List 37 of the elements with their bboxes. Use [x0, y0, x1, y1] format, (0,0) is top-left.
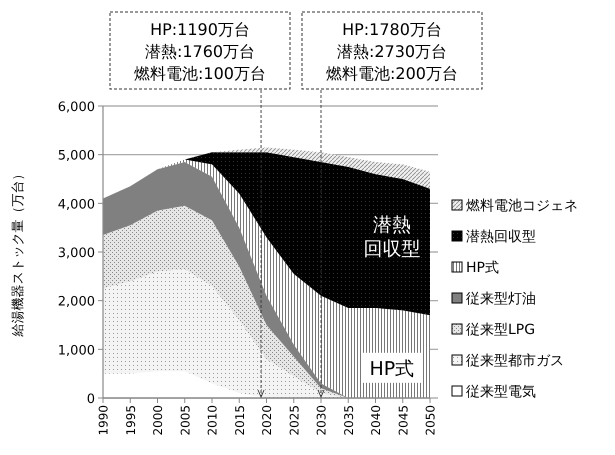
y-tick-label: 5,000	[58, 148, 95, 164]
x-tick-label: 2005	[178, 405, 192, 436]
annotation: HP式	[369, 358, 414, 380]
x-tick-label: 2025	[287, 405, 302, 436]
x-tick-label: 2015	[232, 405, 247, 436]
x-tick-label: 1990	[96, 405, 110, 436]
text: 燃料電池:100万台	[134, 64, 266, 83]
y-tick-label: 1,000	[58, 343, 95, 358]
x-tick-label: 1995	[124, 405, 138, 436]
x-tick-label: 2000	[151, 405, 165, 436]
legend-label: 従来型LPG	[466, 322, 536, 338]
annotation: 潜熱	[372, 214, 411, 236]
legend-label: 燃料電池コジェネ	[466, 198, 578, 214]
x-tick-label: 2040	[369, 405, 383, 436]
x-tick-label: 2020	[260, 405, 274, 436]
annotation: 回収型	[363, 238, 420, 260]
x-tick-label: 2035	[342, 405, 356, 436]
x-tick-label: 2045	[396, 405, 410, 436]
text: 潜熱:1760万台	[144, 42, 256, 61]
x-tick-label: 2010	[206, 405, 220, 436]
y-tick-label: 3,000	[58, 246, 95, 261]
text: HP:1190万台	[150, 20, 250, 39]
y-tick-label: 4,000	[58, 197, 95, 212]
y-tick-label: 2,000	[58, 294, 95, 310]
legend-label: 潜熱回収型	[466, 229, 536, 245]
text: 潜熱:2730万台	[336, 42, 448, 61]
legend-label: 従来型電気	[466, 384, 536, 400]
legend-label: 従来型灯油	[466, 291, 536, 307]
x-tick-label: 2050	[424, 405, 438, 436]
legend-label: 従来型都市ガス	[466, 353, 564, 369]
legend-label: HP式	[466, 260, 499, 276]
x-tick-label: 2030	[314, 405, 328, 436]
y-axis-title: 給湯機器ストック量（万台）	[11, 168, 26, 338]
text: 燃料電池:200万台	[326, 64, 458, 83]
y-tick-label: 0	[86, 392, 95, 407]
text: HP:1780万台	[342, 20, 442, 39]
y-tick-label: 6,000	[58, 100, 95, 115]
